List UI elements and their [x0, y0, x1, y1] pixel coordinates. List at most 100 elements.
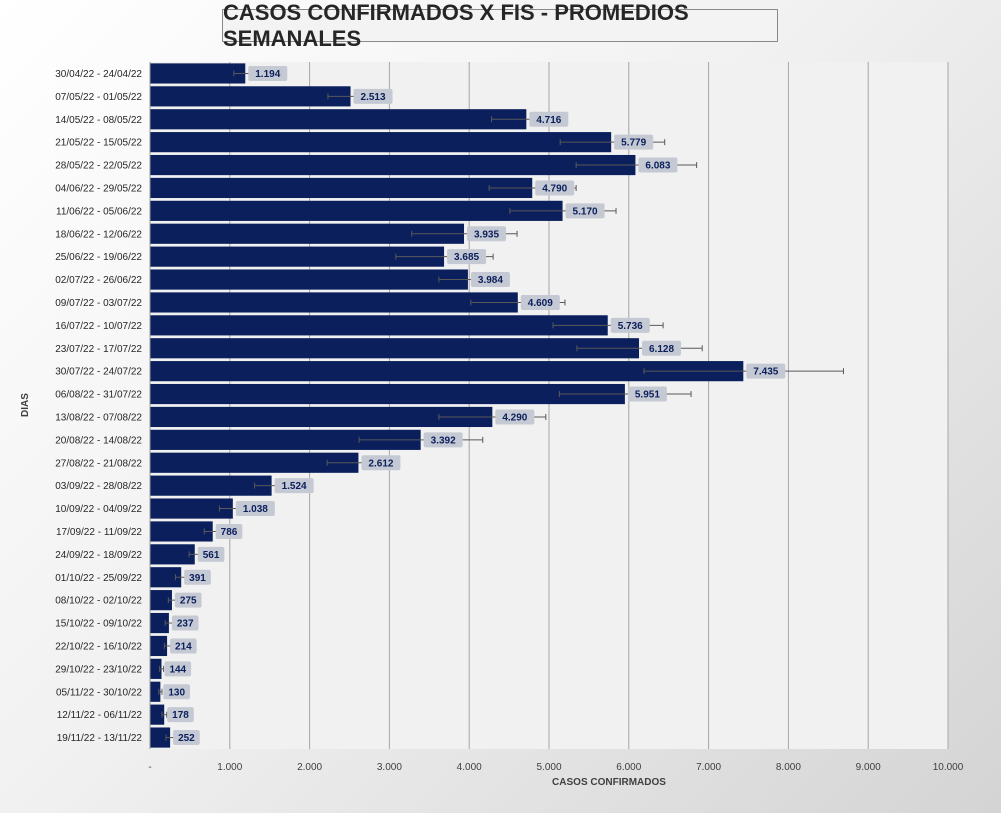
error-bar: [158, 688, 163, 695]
svg-text:786: 786: [221, 527, 238, 538]
data-label: 5.736: [610, 317, 650, 333]
svg-text:275: 275: [180, 596, 197, 607]
y-category-label: 08/10/22 - 02/10/22: [55, 596, 142, 607]
bar: [150, 86, 351, 107]
bar: [150, 727, 171, 748]
y-category-label: 02/07/22 - 26/06/22: [55, 275, 142, 286]
svg-text:4.609: 4.609: [528, 298, 553, 309]
data-label: 130: [163, 684, 190, 700]
x-tick-label: -: [148, 762, 151, 773]
bar: [150, 406, 493, 428]
y-category-labels: 30/04/22 - 24/04/22 07/05/22 - 01/05/22 14…: [55, 69, 142, 744]
svg-text:214: 214: [175, 641, 192, 652]
bar: [150, 292, 518, 313]
bar: [150, 590, 172, 611]
data-label: 4.790: [535, 180, 575, 196]
x-tick-label: 6.000: [616, 762, 641, 773]
error-bar: [159, 665, 165, 672]
data-label: 4.716: [529, 111, 569, 127]
data-label: 2.612: [361, 455, 401, 471]
data-label: 4.290: [495, 409, 535, 425]
bar: [150, 635, 168, 657]
y-category-label: 16/07/22 - 10/07/22: [55, 321, 142, 332]
bar: [150, 475, 272, 496]
gridlines: [229, 62, 949, 749]
data-label: 1.524: [274, 478, 314, 494]
x-tick-label: 7.000: [696, 762, 721, 773]
svg-text:252: 252: [178, 733, 195, 744]
data-label: 7.435: [746, 363, 786, 379]
data-label: 5.779: [614, 134, 654, 150]
y-axis-title: DIAS: [20, 393, 31, 417]
y-category-label: 25/06/22 - 19/06/22: [55, 252, 142, 263]
error-bar: [643, 368, 844, 375]
bar: [150, 109, 527, 130]
data-label: 275: [174, 592, 202, 608]
data-label: 3.935: [467, 226, 507, 242]
svg-text:1.524: 1.524: [282, 481, 307, 492]
bar: [150, 63, 246, 84]
svg-text:1.038: 1.038: [243, 504, 268, 515]
x-tick-label: 3.000: [377, 762, 402, 773]
bar: [150, 154, 636, 176]
data-label: 5.170: [565, 203, 605, 219]
bar: [150, 429, 421, 450]
svg-text:4.716: 4.716: [536, 115, 561, 126]
y-category-label: 23/07/22 - 17/07/22: [55, 344, 142, 355]
data-label: 178: [167, 707, 194, 723]
x-tick-label: 4.000: [457, 762, 482, 773]
data-label: 214: [170, 638, 197, 654]
bar: [150, 361, 744, 382]
svg-text:5.170: 5.170: [573, 206, 598, 217]
y-category-label: 18/06/22 - 12/06/22: [55, 229, 142, 240]
data-label: 391: [184, 569, 211, 585]
bar: [150, 704, 165, 725]
data-label: 2.513: [353, 88, 393, 104]
y-category-label: 06/08/22 - 31/07/22: [55, 390, 142, 401]
x-tick-labels: - 1.000 2.000 3.000 4.000 5.000 6.000 7.000 8.00…: [148, 762, 963, 773]
data-label: 561: [197, 546, 225, 562]
y-category-label: 03/09/22 - 28/08/22: [55, 481, 142, 492]
svg-text:561: 561: [203, 550, 220, 561]
y-category-label: 30/07/22 - 24/07/22: [55, 367, 142, 378]
y-category-label: 04/06/22 - 29/05/22: [55, 183, 142, 194]
y-category-label: 20/08/22 - 14/08/22: [55, 435, 142, 446]
svg-text:7.435: 7.435: [753, 367, 778, 378]
data-labels: 1.194 2.513 4.716 5.779 6.083 4.790 5.170 3.935…: [163, 65, 786, 746]
svg-text:5.736: 5.736: [618, 321, 643, 332]
y-category-label: 21/05/22 - 15/05/22: [55, 138, 142, 149]
bar: [150, 567, 182, 588]
data-label: 4.609: [520, 294, 560, 310]
y-category-label: 14/05/22 - 08/05/22: [55, 115, 142, 126]
y-category-label: 17/09/22 - 11/09/22: [56, 527, 142, 538]
svg-text:144: 144: [169, 664, 186, 675]
data-label: 252: [173, 730, 200, 746]
data-label: 6.083: [638, 157, 678, 173]
error-bar: [161, 711, 168, 718]
y-category-label: 27/08/22 - 21/08/22: [55, 458, 142, 469]
svg-text:3.984: 3.984: [478, 275, 503, 286]
data-label: 3.685: [447, 249, 487, 265]
data-label: 144: [164, 661, 192, 677]
svg-text:3.392: 3.392: [431, 435, 456, 446]
svg-text:178: 178: [172, 710, 189, 721]
svg-text:391: 391: [189, 573, 206, 584]
bar: [150, 177, 533, 199]
y-category-label: 13/08/22 - 07/08/22: [55, 412, 142, 423]
bar: [150, 498, 233, 519]
error-bar: [558, 391, 692, 398]
y-category-label: 15/10/22 - 09/10/22: [55, 619, 142, 630]
y-category-label: 10/09/22 - 04/09/22: [55, 504, 142, 515]
y-category-label: 29/10/22 - 23/10/22: [55, 664, 142, 675]
x-tick-label: 10.000: [933, 762, 964, 773]
svg-text:6.128: 6.128: [649, 344, 674, 355]
data-label: 1.194: [248, 65, 288, 81]
svg-text:130: 130: [168, 687, 185, 698]
y-category-label: 05/11/22 - 30/10/22: [56, 687, 142, 698]
y-category-label: 09/07/22 - 03/07/22: [55, 298, 142, 309]
x-axis-title: CASOS CONFIRMADOS: [552, 777, 666, 788]
bar: [150, 521, 213, 542]
bars: [150, 63, 744, 748]
